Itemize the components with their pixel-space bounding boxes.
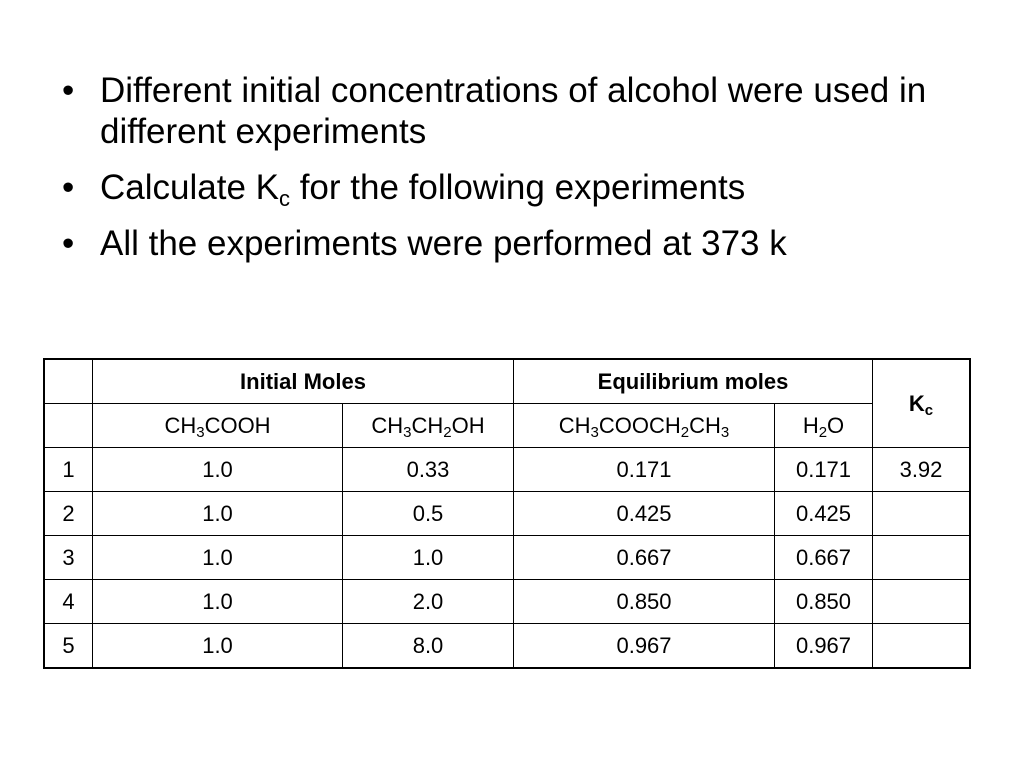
bullet-marker: • bbox=[62, 224, 75, 263]
cell-acid: 1.0 bbox=[92, 447, 343, 492]
formula-part: O bbox=[827, 412, 845, 438]
cell-experiment: 3 bbox=[43, 535, 93, 580]
bullet-list: • Different initial concentrations of al… bbox=[58, 70, 958, 279]
table-subheader-row: CH3COOH CH3CH2OH CH3COOCH2CH3 H2O bbox=[43, 403, 970, 448]
table-row: 5 1.0 8.0 0.967 0.967 bbox=[43, 623, 971, 669]
table-row: 3 1.0 1.0 0.667 0.667 bbox=[43, 535, 971, 580]
cell-acid: 1.0 bbox=[92, 579, 343, 624]
cell-experiment: 1 bbox=[43, 447, 93, 492]
cell-water: 0.850 bbox=[774, 579, 873, 624]
cell-acid: 1.0 bbox=[92, 623, 343, 669]
cell-kc bbox=[872, 535, 971, 580]
subscript: c bbox=[924, 401, 934, 419]
bullet-text: All the experiments were performed at 37… bbox=[100, 224, 787, 263]
subscript: 2 bbox=[680, 423, 690, 441]
data-table: Initial Moles Equilibrium moles Kc CH3CO… bbox=[43, 358, 971, 669]
formula-part: OH bbox=[451, 412, 485, 438]
bullet-item: • Calculate Kc for the following experim… bbox=[58, 167, 958, 210]
cell-kc bbox=[872, 579, 971, 624]
cell-ester: 0.667 bbox=[513, 535, 775, 580]
cell-ester: 0.425 bbox=[513, 491, 775, 536]
cell-acid: 1.0 bbox=[92, 535, 343, 580]
header-initial-moles: Initial Moles bbox=[92, 358, 514, 404]
formula-part: CH bbox=[558, 412, 591, 438]
subscript: c bbox=[278, 186, 290, 211]
header-equilibrium-moles: Equilibrium moles bbox=[513, 358, 873, 404]
cell-kc: 3.92 bbox=[872, 447, 971, 492]
bullet-text: Different initial concentrations of alco… bbox=[100, 71, 927, 151]
table-row: 2 1.0 0.5 0.425 0.425 bbox=[43, 491, 971, 536]
formula-ester: CH3COOCH2CH3 bbox=[513, 403, 775, 448]
cell-alcohol: 1.0 bbox=[342, 535, 514, 580]
header-empty-cell bbox=[43, 403, 93, 448]
subscript: 3 bbox=[720, 423, 730, 441]
bullet-item: • All the experiments were performed at … bbox=[58, 223, 958, 264]
cell-acid: 1.0 bbox=[92, 491, 343, 536]
table-row: 1 1.0 0.33 0.171 0.171 3.92 bbox=[43, 447, 971, 492]
header-kc: Kc bbox=[872, 358, 971, 448]
bullet-text: Calculate Kc for the following experimen… bbox=[100, 168, 746, 210]
cell-experiment: 2 bbox=[43, 491, 93, 536]
formula-part: H bbox=[802, 412, 819, 438]
cell-experiment: 4 bbox=[43, 579, 93, 624]
formula-part: CH bbox=[371, 412, 404, 438]
subscript: 2 bbox=[443, 423, 452, 441]
cell-alcohol: 0.5 bbox=[342, 491, 514, 536]
bullet-text-part: Calculate K bbox=[100, 168, 279, 207]
cell-ester: 0.850 bbox=[513, 579, 775, 624]
cell-alcohol: 0.33 bbox=[342, 447, 514, 492]
cell-ester: 0.967 bbox=[513, 623, 775, 669]
cell-water: 0.667 bbox=[774, 535, 873, 580]
formula-water: H2O bbox=[774, 403, 873, 448]
table-header-row: Initial Moles Equilibrium moles Kc bbox=[43, 358, 971, 448]
bullet-marker: • bbox=[62, 168, 75, 207]
cell-experiment: 5 bbox=[43, 623, 93, 669]
bullet-text-part: for the following experiments bbox=[289, 168, 746, 207]
cell-water: 0.967 bbox=[774, 623, 873, 669]
cell-kc bbox=[872, 623, 971, 669]
subscript: 3 bbox=[196, 423, 205, 441]
subscript: 3 bbox=[590, 423, 599, 441]
formula-acid: CH3COOH bbox=[92, 403, 343, 448]
subscript: 2 bbox=[818, 423, 828, 441]
formula-part: CH bbox=[411, 412, 444, 438]
kc-symbol: K bbox=[908, 390, 925, 416]
header-empty-cell bbox=[43, 358, 93, 404]
formula-part: COOH bbox=[204, 412, 271, 438]
subscript: 3 bbox=[403, 423, 412, 441]
cell-alcohol: 2.0 bbox=[342, 579, 514, 624]
table-row: 4 1.0 2.0 0.850 0.850 bbox=[43, 579, 971, 624]
formula-alcohol: CH3CH2OH bbox=[342, 403, 514, 448]
cell-ester: 0.171 bbox=[513, 447, 775, 492]
cell-water: 0.425 bbox=[774, 491, 873, 536]
bullet-item: • Different initial concentrations of al… bbox=[58, 70, 958, 152]
formula-part: CH bbox=[689, 412, 721, 438]
bullet-marker: • bbox=[62, 71, 75, 110]
cell-alcohol: 8.0 bbox=[342, 623, 514, 669]
cell-kc bbox=[872, 491, 971, 536]
cell-water: 0.171 bbox=[774, 447, 873, 492]
formula-part: COOCH bbox=[598, 412, 681, 438]
formula-part: CH bbox=[164, 412, 197, 438]
